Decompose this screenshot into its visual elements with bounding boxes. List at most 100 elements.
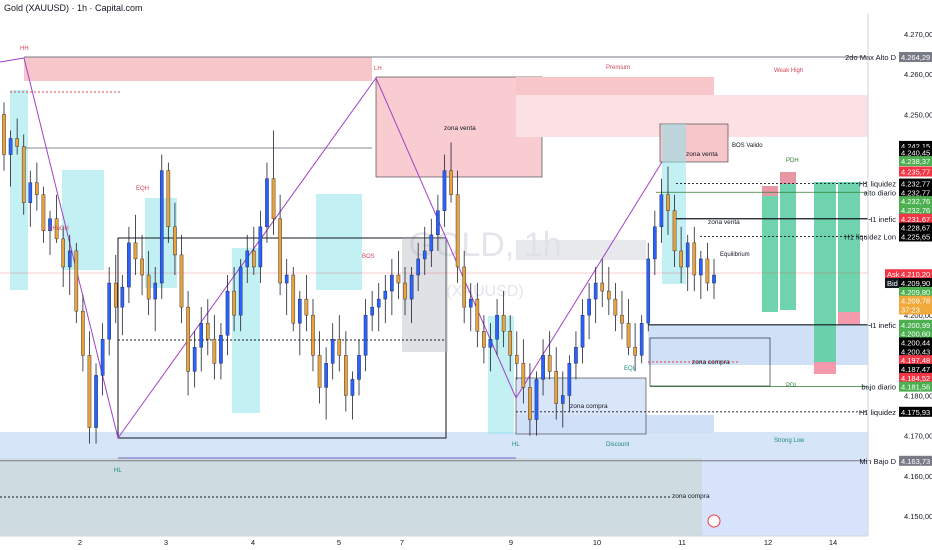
min-bajo-band bbox=[0, 432, 868, 458]
candle-body-43 bbox=[284, 274, 289, 284]
annot-eqh: EQH bbox=[136, 186, 149, 192]
candle-body-107 bbox=[705, 258, 710, 284]
candle-body-89 bbox=[587, 298, 591, 316]
level-label-9: Min Bajo D bbox=[859, 457, 896, 466]
price-marker-6: 4.232,77 bbox=[901, 180, 930, 189]
candle-body-22 bbox=[146, 274, 151, 300]
candle-body-9 bbox=[61, 238, 65, 268]
candle-body-82 bbox=[541, 355, 545, 380]
annot-bos: BOS bbox=[362, 254, 375, 260]
fvg-box-5 bbox=[316, 194, 362, 290]
price-marker-26: 4.175,93 bbox=[901, 408, 930, 417]
y-tick-11: 4.170,00 bbox=[904, 432, 932, 441]
candle-body-10 bbox=[67, 250, 72, 268]
candle-body-32 bbox=[212, 339, 217, 364]
x-tick-1: 2 bbox=[78, 538, 82, 547]
candle-body-48 bbox=[317, 355, 322, 388]
price-marker-bg-7 bbox=[899, 187, 932, 198]
price-marker-bg-8 bbox=[899, 196, 932, 207]
price-marker-10: 4.231,67 bbox=[901, 215, 930, 224]
candle-body-94 bbox=[620, 314, 624, 324]
price-marker-bg-12 bbox=[899, 231, 932, 242]
x-tick-10: 14 bbox=[829, 538, 837, 547]
range-box bbox=[117, 237, 447, 439]
bid-badge: Bid bbox=[887, 279, 898, 288]
bid-badge-bg bbox=[885, 278, 899, 289]
candle-body-31 bbox=[205, 322, 210, 340]
candle-body-41 bbox=[271, 178, 276, 219]
price-marker-bg-5 bbox=[899, 166, 932, 177]
price-marker-11: 4.228,67 bbox=[901, 224, 930, 233]
annot-zona-venta-3: zona venta bbox=[708, 219, 740, 226]
price-marker-bg-15 bbox=[899, 286, 932, 297]
price-marker-21: 4.200,43 bbox=[901, 347, 930, 356]
price-marker-22: 4.197,48 bbox=[901, 356, 930, 365]
candle-body-85 bbox=[560, 395, 565, 404]
price-marker-7: 4.232,77 bbox=[901, 188, 930, 197]
candle-body-26 bbox=[173, 226, 177, 256]
candle-body-38 bbox=[252, 250, 256, 268]
price-marker-bg-22 bbox=[899, 355, 932, 366]
stop-box-1 bbox=[762, 186, 778, 196]
candle-body-104 bbox=[685, 242, 690, 268]
candle-body-6 bbox=[41, 194, 46, 232]
price-marker-bg-1 bbox=[899, 52, 932, 63]
stop-box-4 bbox=[838, 312, 860, 324]
price-marker-17: 37:23 bbox=[901, 306, 920, 315]
candle-body-11 bbox=[74, 250, 79, 312]
price-marker-2: 4.242,15 bbox=[901, 142, 930, 151]
premium-band bbox=[516, 77, 714, 95]
level-label-2: H1 liquidez bbox=[859, 180, 896, 189]
annot-hl-2: HL bbox=[512, 442, 520, 448]
chart-title: Gold (XAUUSD) · 1h · Capital.com bbox=[4, 3, 143, 13]
annot-zona-venta-main: zona venta bbox=[444, 125, 476, 132]
candle-body-33 bbox=[219, 335, 223, 364]
price-marker-4: 4.238,37 bbox=[901, 157, 930, 166]
annot-hl-1: HL bbox=[114, 468, 122, 474]
candle-body-7 bbox=[48, 218, 52, 232]
candle-body-59 bbox=[390, 274, 394, 292]
candle-body-101 bbox=[666, 194, 670, 211]
price-marker-bg-14 bbox=[899, 278, 932, 289]
equilibrium-band bbox=[516, 240, 646, 260]
candle-body-68 bbox=[449, 170, 453, 195]
target-col-4 bbox=[838, 182, 860, 312]
price-marker-3: 4.240,45 bbox=[901, 149, 930, 158]
candle-body-35 bbox=[232, 290, 236, 316]
price-marker-bg-9 bbox=[899, 204, 932, 215]
price-marker-12: 4.225,65 bbox=[901, 232, 930, 241]
candle-body-100 bbox=[659, 194, 664, 228]
candle-body-57 bbox=[376, 298, 381, 308]
target-col-2 bbox=[780, 172, 796, 310]
price-marker-8: 4.232,76 bbox=[901, 197, 930, 206]
price-marker-20: 4.200,44 bbox=[901, 338, 930, 347]
candle-body-102 bbox=[672, 210, 677, 252]
stop-box-2 bbox=[780, 172, 796, 184]
candle-body-19 bbox=[127, 242, 131, 288]
annot-pdh: PDH bbox=[786, 158, 799, 164]
y-tick-8: 4.200,00 bbox=[904, 311, 932, 320]
candle-body-36 bbox=[238, 266, 243, 316]
level-label-3: alto diario bbox=[863, 188, 896, 197]
axes-layer: 4.270,004.260,004.250,004.240,004.230,00… bbox=[0, 14, 932, 547]
candle-body-3 bbox=[21, 146, 26, 203]
candle-body-97 bbox=[639, 322, 644, 356]
annotations-layer: zona venta zona venta zona venta zona compr… bbox=[20, 46, 897, 528]
price-marker-24: 4.184,52 bbox=[901, 374, 930, 383]
candle-body-86 bbox=[567, 363, 572, 396]
price-marker-bg-26 bbox=[899, 406, 932, 417]
candle-body-27 bbox=[179, 254, 184, 308]
candle-body-21 bbox=[140, 258, 144, 276]
candle-body-71 bbox=[468, 298, 473, 308]
price-marker-bg-19 bbox=[899, 328, 932, 339]
candle-body-79 bbox=[521, 363, 526, 388]
candle-body-58 bbox=[383, 290, 388, 300]
annot-equilibrium: Equilibrium bbox=[720, 252, 750, 258]
candle-body-62 bbox=[409, 274, 414, 300]
candle-body-99 bbox=[653, 226, 657, 260]
price-marker-18: 4.200,99 bbox=[901, 321, 930, 330]
annot-zona-compra-2: zona compra bbox=[692, 359, 730, 366]
candle-body-56 bbox=[370, 306, 374, 316]
ask-badge-bg bbox=[885, 269, 899, 280]
